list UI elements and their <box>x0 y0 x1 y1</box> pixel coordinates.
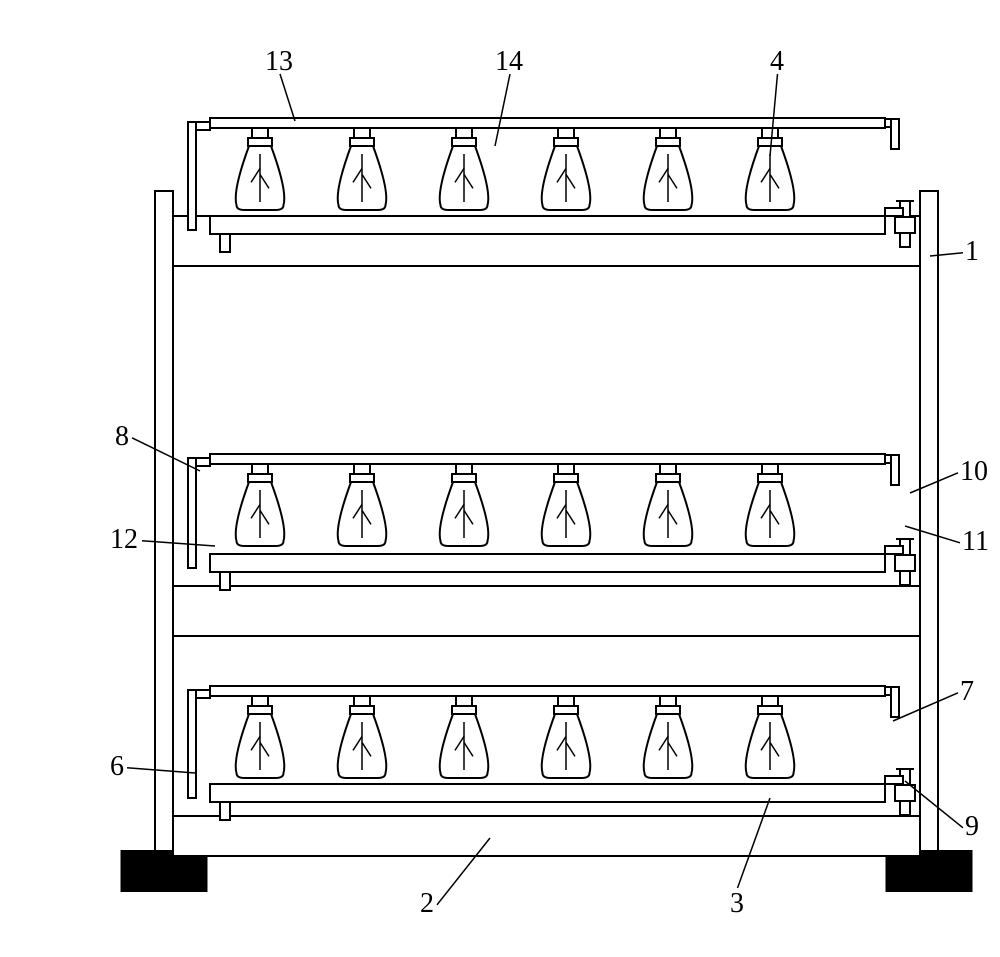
callout-label-2: 2 <box>420 887 434 918</box>
callout-label-11: 11 <box>962 525 989 556</box>
callout-label-7: 7 <box>960 675 974 706</box>
callout-label-4: 4 <box>770 45 784 76</box>
callout-label-6: 6 <box>110 750 124 781</box>
callout-label-13: 13 <box>265 45 293 76</box>
callout-label-10: 10 <box>960 455 988 486</box>
callout-label-8: 8 <box>115 420 129 451</box>
callout-label-1: 1 <box>965 235 979 266</box>
callout-label-9: 9 <box>965 810 979 841</box>
callout-label-3: 3 <box>730 887 744 918</box>
callout-label-14: 14 <box>495 45 523 76</box>
engineering-diagram: 131441810121176923 <box>50 26 950 906</box>
callout-label-12: 12 <box>110 523 138 554</box>
diagram-svg: 13 14 4 1 8 10 12 11 7 6 9 2 3 <box>50 26 1000 957</box>
